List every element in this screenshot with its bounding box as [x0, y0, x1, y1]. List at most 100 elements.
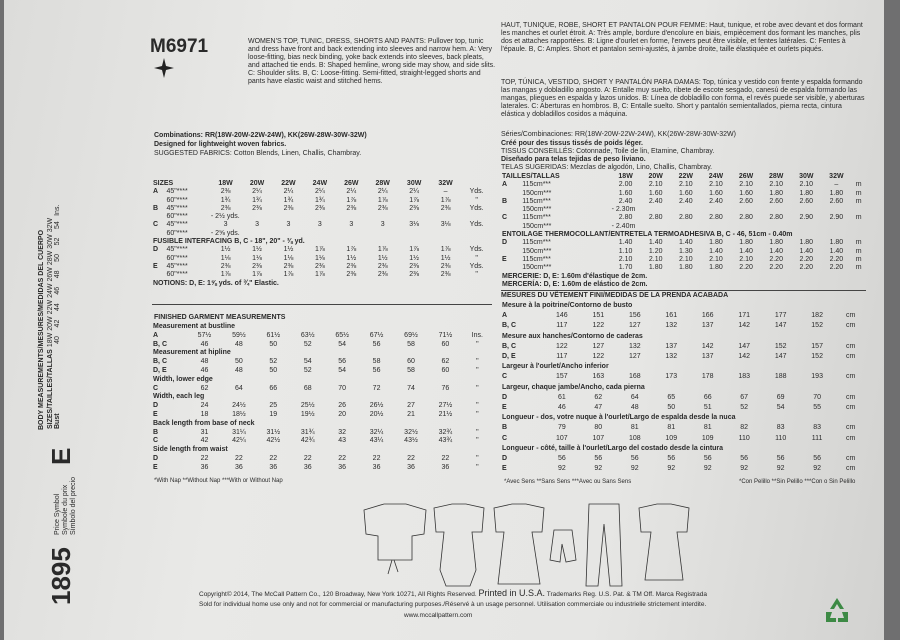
- cell: 142: [701, 342, 714, 350]
- cell: 152: [811, 322, 823, 330]
- cell: 92: [630, 465, 639, 473]
- cell: 115cm***: [522, 255, 551, 263]
- cell: 1⅞: [440, 196, 451, 204]
- cell: 48: [630, 404, 639, 412]
- cell: cm: [846, 455, 856, 463]
- row: Largeur, chaque jambe/Ancho, cada pierna: [501, 383, 866, 393]
- cell: 58: [407, 366, 415, 374]
- cell: 1.30: [679, 247, 693, 255]
- cell: 1.80: [829, 189, 844, 197]
- cell: 168: [628, 373, 641, 381]
- cell: 1.40: [769, 247, 783, 255]
- cell: 56: [630, 455, 639, 463]
- cell: 1½: [377, 254, 388, 262]
- cell: 1⅞: [283, 271, 294, 279]
- cell: 1.80: [648, 264, 663, 272]
- row-heading: Mesure aux hanches/Contorno de caderas: [502, 332, 643, 340]
- row: C 45"**** 3 3 3 3 3 3 3⅛ 3⅛ Yds.: [152, 221, 492, 229]
- row: E 45"**** 2⅜ 2⅜ 2⅜ 2⅜ 2⅜ 2⅜ 2⅜ 2⅜ Yds.: [152, 263, 492, 271]
- cell: 156: [628, 312, 641, 320]
- cell: ": [475, 254, 478, 262]
- cell: 2.20: [769, 255, 783, 263]
- cell: 1.40: [829, 247, 844, 255]
- cell: 1.80: [739, 239, 753, 247]
- cell: 2.40: [648, 197, 663, 205]
- cell: 42½: [266, 437, 281, 445]
- size: 28W: [768, 173, 784, 180]
- cell: 132: [665, 322, 678, 330]
- cell: 2⅜: [440, 204, 451, 212]
- cell: 110: [738, 434, 750, 442]
- cell: 173: [665, 373, 678, 381]
- cell: 80: [594, 424, 603, 432]
- cell: 32W: [47, 217, 54, 233]
- cell: 1.80: [679, 264, 693, 272]
- cell: 60"****: [166, 254, 188, 262]
- cell: 50: [54, 254, 61, 262]
- cell: 60: [407, 358, 415, 366]
- row: C 115cm*** 2.80 2.80 2.80 2.80 2.80 2.80 2.90 2.9…: [501, 214, 866, 222]
- cell: 1.10: [618, 247, 633, 255]
- cell: 2.40: [709, 197, 723, 205]
- row-heading: Longueur - côté, taille à l'ourlet/Largo…: [502, 444, 724, 452]
- cell: 43: [338, 437, 347, 445]
- designed-for: Designed for lightweight woven fabrics.: [154, 141, 287, 148]
- cell: ": [476, 358, 479, 366]
- cell: 2.20: [829, 264, 844, 272]
- cell: 1⅛: [252, 254, 262, 262]
- cell: 2⅜: [377, 204, 388, 212]
- row-label: D: [153, 402, 159, 410]
- cell: 117: [556, 322, 568, 330]
- cell: - 2⅝ yds.: [210, 229, 240, 237]
- sold: Sold for individual home use only and no…: [199, 601, 707, 608]
- size: 18W: [618, 173, 633, 180]
- cell: 22W: [47, 299, 54, 315]
- row-label: B: [502, 424, 508, 432]
- price-symbol: Price Symbol Symbole du prix Símbolo del…: [54, 477, 78, 535]
- metric-finished-title: MESURES DU VÊTEMENT FINI/MEDIDAS DE LA P…: [501, 292, 729, 299]
- description: WOMEN'S TOP, TUNIC, DRESS, SHORTS AND PA…: [248, 38, 496, 85]
- cell: m: [855, 189, 862, 197]
- finished-table: Measurement at bustline A 57½ 59½ 61½ 63½ 65½ 6…: [152, 323, 492, 473]
- cell: 2⅜: [440, 262, 451, 270]
- cell: 60"****: [166, 229, 188, 237]
- row-heading: Back length from base of neck: [153, 419, 255, 427]
- cell: 152: [811, 353, 823, 361]
- row: Largeur à l'ourlet/Ancho inferior: [501, 362, 866, 372]
- cell: Yds.: [469, 204, 484, 212]
- cell: 70: [813, 393, 822, 401]
- cell: 108: [628, 434, 641, 442]
- cell: 62: [594, 393, 603, 401]
- footnote-fr: *Avec Sens **Sans Sens ***Avec ou Sans S…: [504, 479, 632, 485]
- cell: 150cm***: [522, 189, 552, 197]
- row-heading: MERCERIE: D, E: 1.60m d'élastique de 2cm…: [502, 272, 648, 280]
- cell: m: [855, 255, 862, 263]
- cell: 2.60: [739, 197, 753, 205]
- cell: 2.00: [618, 181, 633, 189]
- row: D, E 117 122 127 132 137 142 147 152 cm: [501, 352, 866, 362]
- cell: 2¼: [315, 188, 325, 196]
- cell: 1⅞: [346, 196, 357, 204]
- cell: 48: [54, 270, 61, 279]
- cell: 1.80: [769, 239, 783, 247]
- cell: 56: [776, 455, 785, 463]
- cell: 2¼: [252, 188, 262, 196]
- row: NOTIONS: D, E: 1⅝ yds. of ¾" Elastic.: [152, 280, 492, 288]
- cell: 22: [269, 454, 278, 462]
- cell: 58: [407, 340, 415, 348]
- cell: 32: [338, 428, 347, 436]
- cell: 1.40: [709, 247, 723, 255]
- row-label: C: [153, 384, 159, 392]
- cell: 81: [703, 424, 712, 432]
- cell: 3: [380, 221, 385, 229]
- cell: 1⅞: [409, 196, 419, 204]
- cell: 1.80: [829, 239, 844, 247]
- combinations: Combinations: RR(18W-20W-22W-24W), KK(26…: [154, 132, 367, 139]
- cell: 1⅛: [220, 254, 231, 262]
- cell: 1⅛: [283, 254, 294, 262]
- cell: 2⅜: [252, 262, 262, 270]
- header-row: SIZES 18W 20W 22W 24W 26W 28W 30W 32W: [152, 180, 492, 188]
- cell: 147: [774, 353, 787, 361]
- cell: 52: [269, 358, 278, 366]
- body-title: BODY MEASUREMENTS/MESURES/MEDIDAS DEL CU…: [38, 229, 45, 430]
